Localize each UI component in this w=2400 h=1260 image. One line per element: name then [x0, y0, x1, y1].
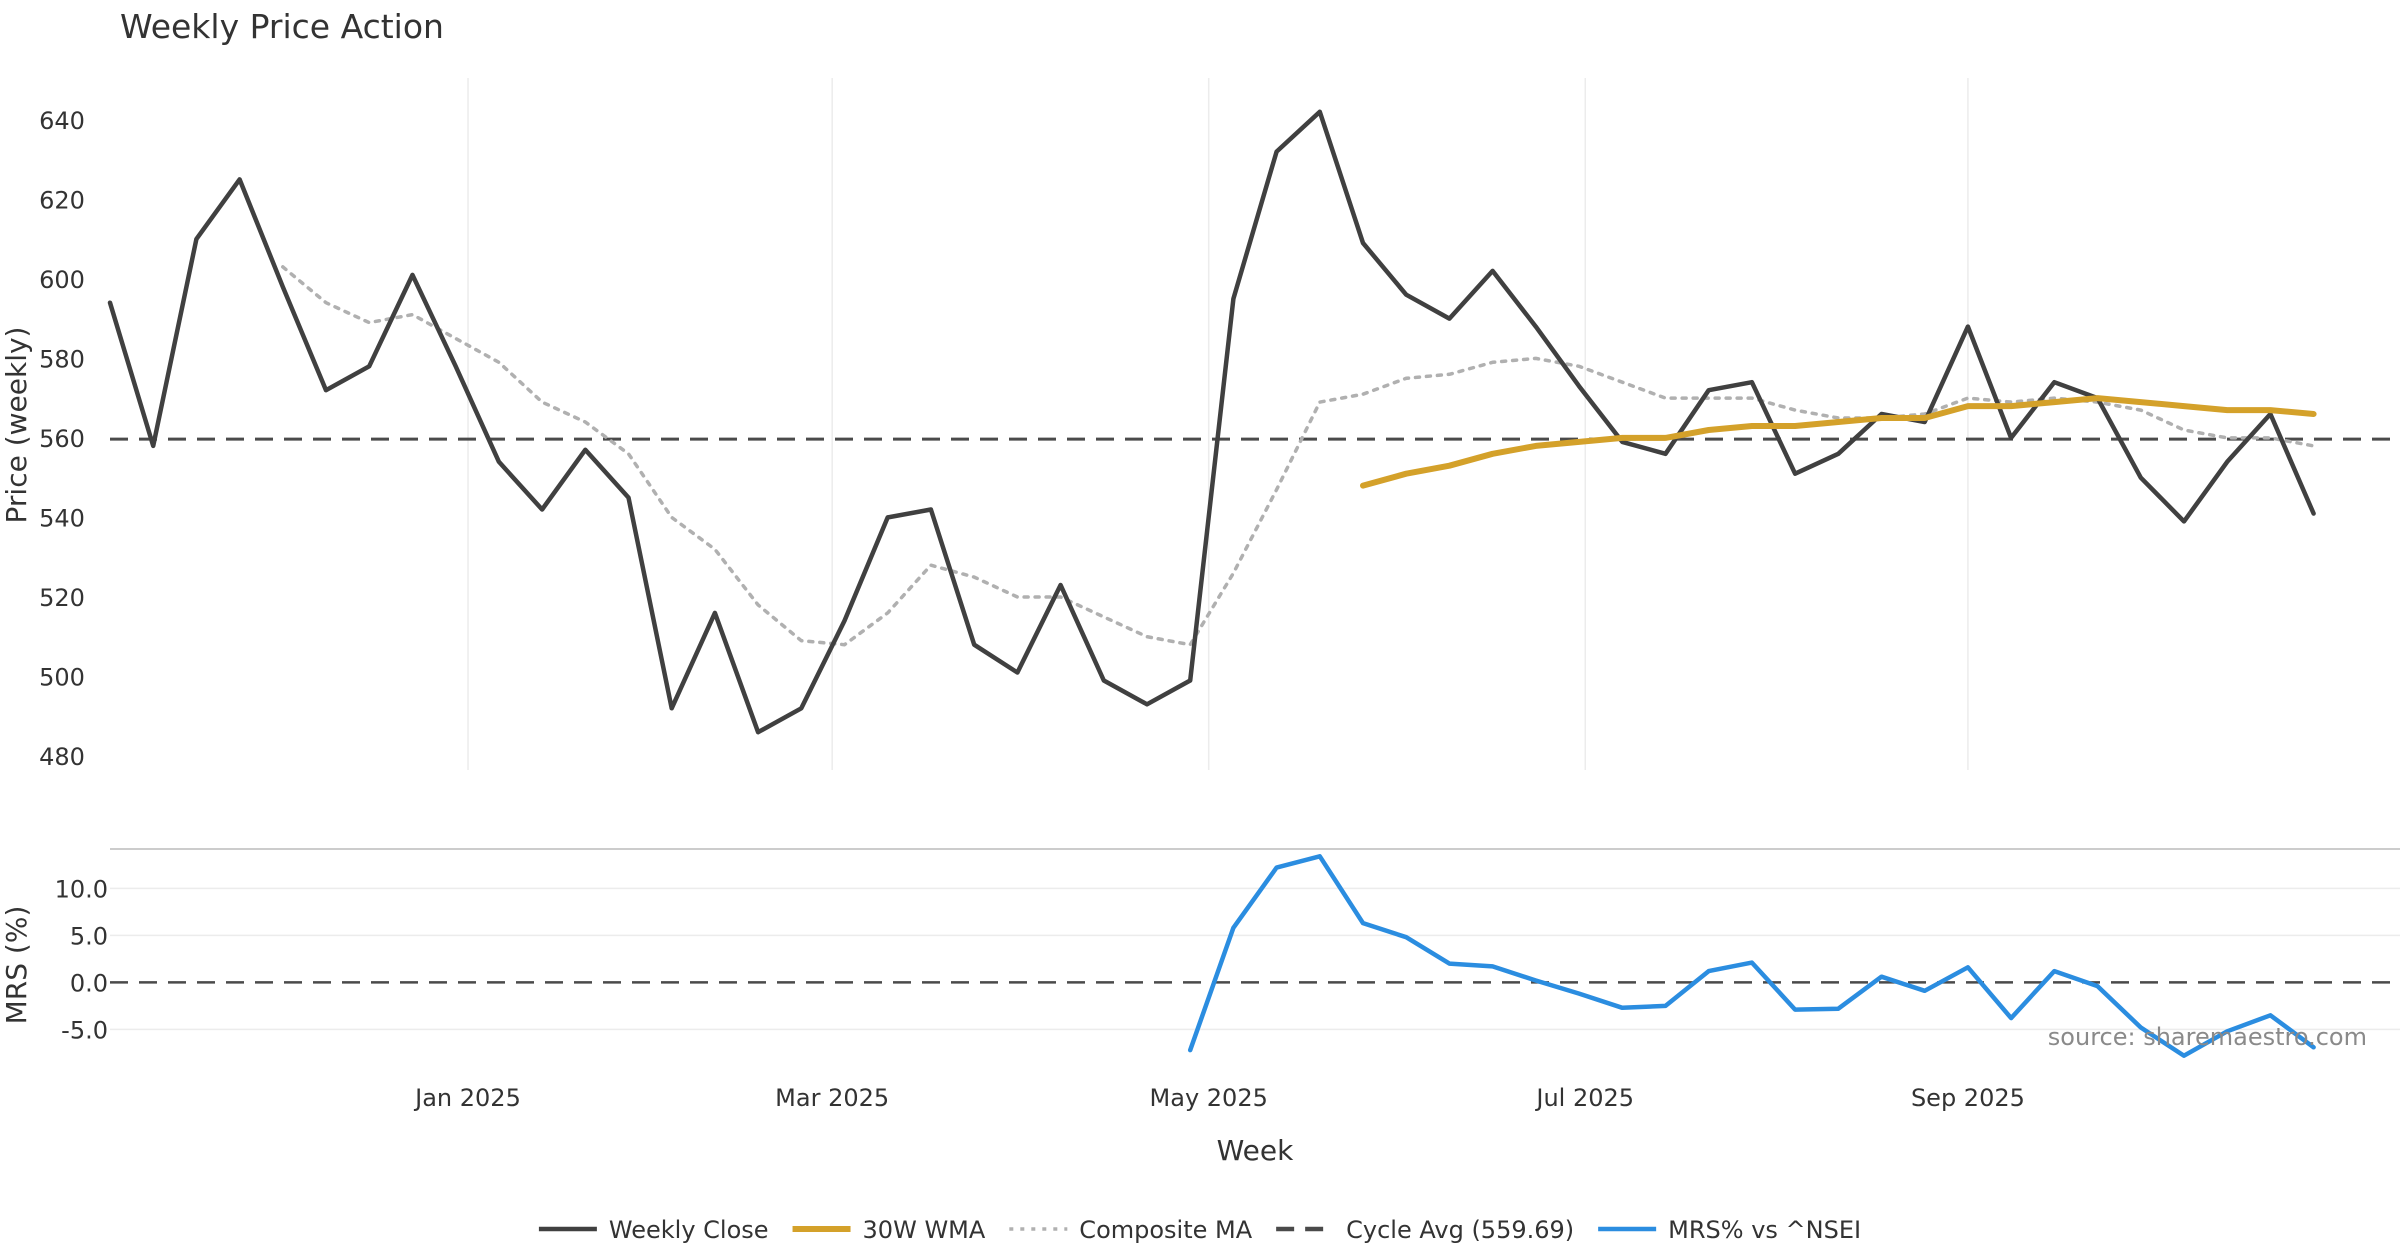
chart-title: Weekly Price Action: [120, 7, 444, 46]
x-tick-1: Mar 2025: [775, 1084, 889, 1112]
legend: Weekly Close 30W WMA Composite MA Cycle Avg…: [538, 1216, 1861, 1244]
mrs-panel: -5.0 0.0 5.0 10.0 MRS (%): [0, 854, 2400, 1058]
price-grid: [467, 78, 1969, 770]
x-axis-label: Week: [1217, 1134, 1294, 1167]
price-y-tick-0: 480: [39, 743, 85, 771]
price-panel: 480 500 520 540 560 580 600 620 640 Price (weekl…: [0, 78, 2400, 771]
price-y-tick-1: 500: [39, 664, 85, 692]
legend-item-wma30: 30W WMA: [792, 1216, 986, 1244]
legend-item-composite-ma: Composite MA: [1009, 1216, 1253, 1244]
legend-label-3: Cycle Avg (559.69): [1346, 1216, 1574, 1244]
x-axis-ticks: Jan 2025 Mar 2025 May 2025 Jul 2025 Sep 2025: [413, 1084, 2025, 1112]
mrs-y-tick-0: -5.0: [61, 1016, 108, 1044]
mrs-grid: [110, 887, 2400, 1031]
mrs-y-tick-1: 0.0: [70, 969, 108, 997]
series-composite-ma: [281, 265, 2316, 647]
x-tick-4: Sep 2025: [1911, 1084, 2025, 1112]
price-series: [107, 109, 2317, 735]
mrs-y-ticks: -5.0 0.0 5.0 10.0: [55, 875, 108, 1044]
mrs-y-axis-label: MRS (%): [0, 906, 33, 1025]
legend-label-1: 30W WMA: [863, 1216, 986, 1244]
price-y-tick-4: 560: [39, 425, 85, 453]
legend-label-2: Composite MA: [1079, 1216, 1252, 1244]
price-y-ticks: 480 500 520 540 560 580 600 620 640: [39, 107, 85, 771]
legend-label-4: MRS% vs ^NSEI: [1668, 1216, 1861, 1244]
price-y-tick-8: 640: [39, 107, 85, 135]
source-watermark: source: sharemaestro.com: [2048, 1023, 2367, 1051]
legend-item-weekly-close: Weekly Close: [538, 1216, 769, 1244]
price-y-tick-7: 620: [39, 186, 85, 214]
price-y-axis-label: Price (weekly): [0, 327, 33, 524]
series-wma30: [1360, 395, 2317, 489]
price-y-tick-2: 520: [39, 584, 85, 612]
mrs-y-tick-2: 5.0: [70, 922, 108, 950]
series-weekly-close: [107, 109, 2316, 735]
price-y-tick-3: 540: [39, 504, 85, 532]
legend-item-mrs: MRS% vs ^NSEI: [1598, 1216, 1861, 1244]
x-tick-2: May 2025: [1150, 1084, 1268, 1112]
price-y-tick-5: 580: [39, 345, 85, 373]
legend-label-0: Weekly Close: [609, 1216, 769, 1244]
x-tick-3: Jul 2025: [1534, 1084, 1634, 1112]
x-tick-0: Jan 2025: [413, 1084, 521, 1112]
series-mrs: [1187, 854, 2316, 1058]
price-y-tick-6: 600: [39, 266, 85, 294]
mrs-y-tick-3: 10.0: [55, 875, 108, 903]
legend-item-cycle-avg: Cycle Avg (559.69): [1276, 1216, 1574, 1244]
mrs-series: [1187, 854, 2316, 1058]
